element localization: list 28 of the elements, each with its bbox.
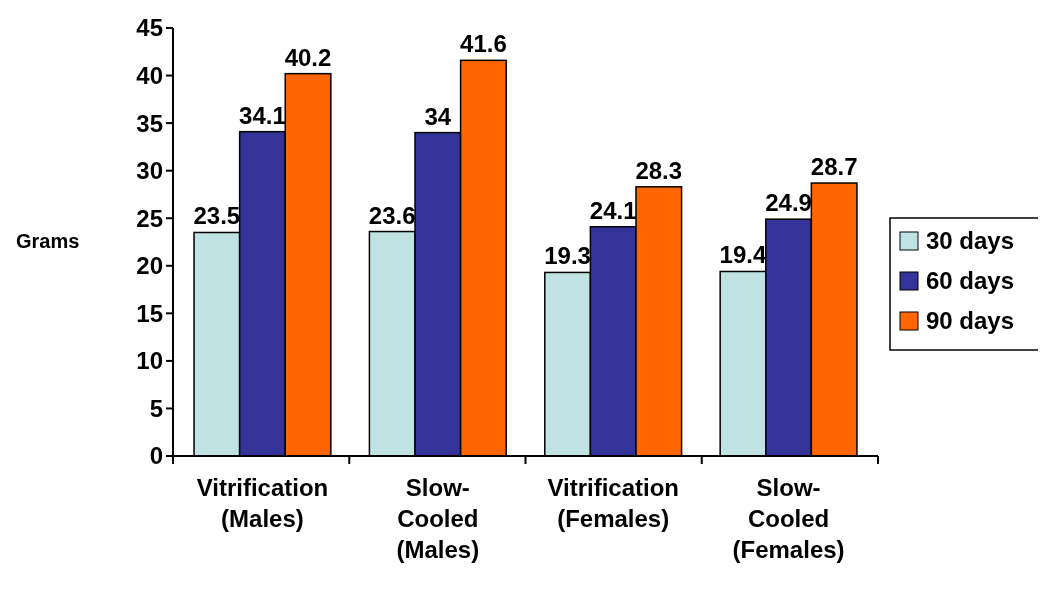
legend-label: 90 days xyxy=(926,307,1015,335)
x-tick-label: Vitrification (Males) xyxy=(196,474,329,532)
y-tick-label: 35 xyxy=(136,109,163,137)
y-tick-label: 15 xyxy=(136,299,163,327)
data-label: 40.2 xyxy=(284,43,332,71)
y-tick-label: 45 xyxy=(136,14,163,42)
legend-label: 30 days xyxy=(926,227,1015,255)
legend-label: 60 days xyxy=(926,267,1015,295)
y-axis-title: Grams xyxy=(16,230,80,252)
y-tick-label: 5 xyxy=(149,394,163,422)
data-label: 19.3 xyxy=(544,242,591,270)
data-label: 34.1 xyxy=(239,101,286,129)
y-tick-label: 25 xyxy=(136,204,163,232)
x-tick-label: Vitrification (Females) xyxy=(547,474,679,532)
y-tick-label: 0 xyxy=(149,442,163,470)
y-tick-label: 10 xyxy=(136,347,163,375)
data-label: 41.6 xyxy=(460,30,507,58)
x-tick-label: Slow-Cooled (Females) xyxy=(732,474,845,563)
data-label: 24.9 xyxy=(765,189,812,217)
data-label: 28.3 xyxy=(635,156,683,184)
y-tick-label: 40 xyxy=(136,61,163,89)
data-label: 34 xyxy=(424,102,452,130)
data-label: 19.4 xyxy=(719,241,767,269)
y-tick-label: 20 xyxy=(136,252,163,280)
data-label: 28.7 xyxy=(810,153,858,181)
x-tick-label: Slow-Cooled (Males) xyxy=(396,474,480,563)
y-tick-label: 30 xyxy=(136,157,163,185)
data-label: 23.5 xyxy=(193,202,241,230)
